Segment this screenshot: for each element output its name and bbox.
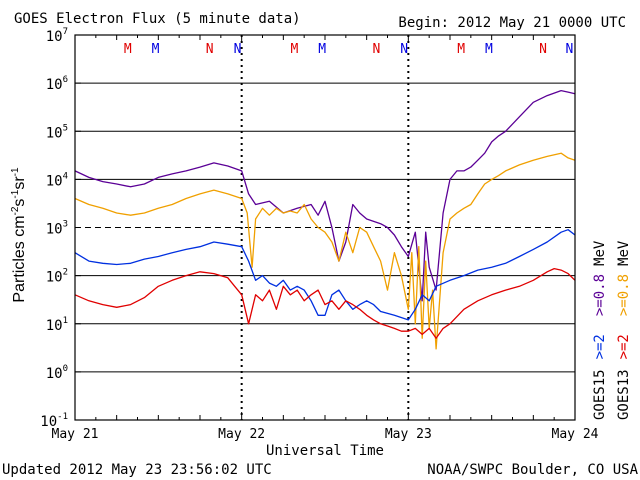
x-tick-label-0: May 21 <box>52 427 99 442</box>
series-line-2 <box>74 229 576 321</box>
y-axis-title-exp1: -2 <box>10 206 21 215</box>
svg-text:GOES15>=2>=0.8MeV: GOES15 >=2 >=0.8 MeV <box>592 240 608 420</box>
mn-marker-2: N <box>206 42 214 57</box>
mn-marker-1: M <box>152 42 160 57</box>
svg-text:Particles cm-2s-1sr-1: Particles cm-2s-1sr-1 <box>10 167 28 303</box>
y-tick-label-1e6: 106 <box>46 75 68 93</box>
mn-marker-7: N <box>400 42 408 57</box>
y-tick-label-1e4: 104 <box>46 171 68 189</box>
y-axis-title-exp3: -1 <box>10 167 21 176</box>
legend-goes13: GOES13 >=2 >=0.8 MeV <box>616 240 632 420</box>
chart-title: GOES Electron Flux (5 minute data) <box>14 11 301 27</box>
y-tick-label-1e1: 101 <box>46 316 68 334</box>
x-tick-labels: May 21 May 22 May 23 May 24 <box>52 35 599 442</box>
x-tick-label-2: May 23 <box>385 427 432 442</box>
y-axis-title-tail: sr <box>11 176 28 190</box>
y-tick-label-1e3: 103 <box>46 220 68 238</box>
y-tick-label-1e0: 100 <box>46 364 68 382</box>
series-lines <box>74 89 576 350</box>
updated-label: Updated 2012 May 23 23:56:02 UTC <box>2 462 272 478</box>
legend-goes13-e08: >=0.8 <box>616 274 632 316</box>
series-line-0 <box>74 89 576 302</box>
legend-goes15-unit: MeV <box>592 240 608 266</box>
mn-marker-11: N <box>566 42 574 57</box>
y-axis-title-exp2: -1 <box>10 189 21 198</box>
legend-goes13-sat: GOES13 <box>616 369 632 420</box>
y-tick-labels: 107 106 105 104 103 102 101 100 10-1 <box>40 27 81 430</box>
y-tick-label-1e2: 102 <box>46 268 68 286</box>
legend-goes15-e08: >=0.8 <box>592 274 608 316</box>
series-line-3 <box>74 267 576 339</box>
x-tick-label-3: May 24 <box>552 427 599 442</box>
series-line-1 <box>74 152 576 350</box>
y-axis-title: Particles cm-2s-1sr-1 <box>10 167 28 303</box>
mn-marker-8: M <box>457 42 465 57</box>
mn-marker-9: M <box>485 42 493 57</box>
legend-goes13-unit: MeV <box>616 240 632 266</box>
svg-text:GOES13>=2>=0.8MeV: GOES13 >=2 >=0.8 MeV <box>616 240 632 420</box>
y-axis-title-mid: s <box>11 199 28 207</box>
x-axis-title: Universal Time <box>266 443 384 459</box>
y-tick-label-1e5: 105 <box>46 123 68 141</box>
legend-goes15-e2: >=2 <box>592 334 608 359</box>
mn-marker-4: M <box>291 42 299 57</box>
mn-marker-10: N <box>539 42 547 57</box>
credit-label: NOAA/SWPC Boulder, CO USA <box>427 462 638 478</box>
x-tick-label-1: May 22 <box>218 427 265 442</box>
y-axis-title-main: Particles cm <box>11 215 28 302</box>
legend-goes15: GOES15 >=2 >=0.8 MeV <box>592 240 608 420</box>
grid-lines <box>75 35 575 420</box>
y-tick-label-1e-1: 10-1 <box>40 412 68 430</box>
legend-goes13-e2: >=2 <box>616 334 632 359</box>
mn-marker-0: M <box>124 42 132 57</box>
mn-marker-3: N <box>234 42 242 57</box>
mn-marker-5: M <box>318 42 326 57</box>
y-tick-label-1e7: 107 <box>46 27 68 45</box>
mn-marker-6: N <box>372 42 380 57</box>
begin-label: Begin: 2012 May 21 0000 UTC <box>398 15 626 31</box>
legend-goes15-sat: GOES15 <box>592 369 608 420</box>
